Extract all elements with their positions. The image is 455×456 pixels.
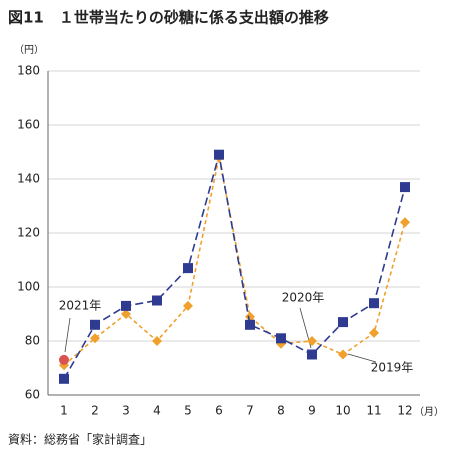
source: 資料：総務省「家計調査」 [8, 432, 152, 447]
marker [90, 333, 100, 344]
marker [152, 295, 162, 306]
marker [338, 349, 348, 360]
x-tick-label: 6 [215, 404, 223, 418]
marker [59, 373, 69, 384]
series-label: 2020年 [282, 291, 325, 305]
y-tick-label: 120 [17, 226, 40, 240]
marker [152, 336, 162, 346]
marker [307, 336, 317, 346]
x-tick-label: 12 [397, 404, 412, 418]
marker [183, 263, 193, 274]
y-tick-label: 180 [17, 64, 40, 78]
x-unit: （月） [414, 406, 444, 418]
y-tick-label: 80 [25, 334, 40, 348]
series-label: 2021年 [59, 299, 102, 313]
marker [369, 298, 379, 309]
series-label: 2019年 [371, 361, 414, 375]
x-tick-label: 9 [308, 404, 316, 418]
grid [48, 70, 420, 396]
y-tick-label: 140 [17, 172, 40, 186]
marker [59, 354, 69, 365]
marker [245, 311, 255, 322]
x-tick-label: 5 [184, 404, 192, 418]
marker [245, 319, 255, 330]
marker [369, 327, 379, 338]
x-tick-label: 4 [153, 404, 161, 418]
leader-line [64, 317, 71, 353]
chart-title: 図11 １世帯当たりの砂糖に係る支出額の推移 [8, 9, 329, 27]
marker [183, 300, 193, 311]
y-tick-label: 100 [17, 280, 40, 294]
series-line [63, 157, 406, 366]
y-unit: （円） [14, 44, 44, 56]
y-tick-label: 60 [25, 388, 40, 402]
marker [400, 217, 410, 228]
leader-line [347, 353, 377, 363]
marker [214, 149, 224, 160]
marker [338, 317, 348, 328]
x-tick-label: 3 [122, 404, 130, 418]
marker [400, 182, 410, 193]
marker [90, 319, 100, 330]
marker [121, 300, 131, 311]
marker [276, 333, 286, 344]
marker [121, 309, 131, 319]
x-tick-label: 1 [60, 404, 68, 418]
marker [307, 349, 317, 360]
x-tick-label: 7 [246, 404, 254, 418]
x-tick-label: 10 [335, 404, 350, 418]
x-tick-label: 2 [91, 404, 99, 418]
x-tick-label: 11 [366, 404, 381, 418]
series-line [63, 154, 406, 380]
x-tick-label: 8 [277, 404, 285, 418]
y-tick-label: 160 [17, 118, 40, 132]
